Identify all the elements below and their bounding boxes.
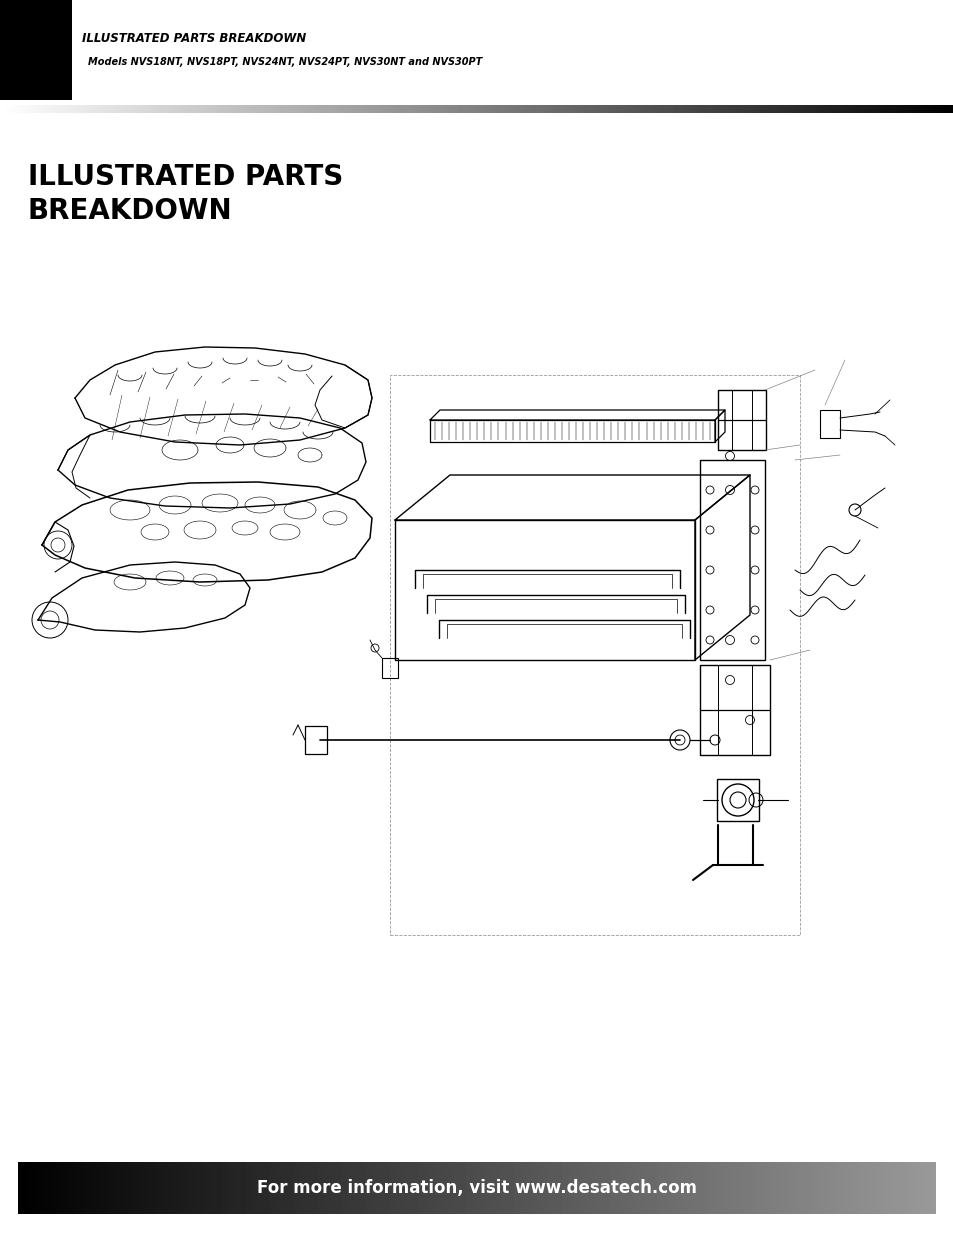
Text: For more information, visit www.desatech.com: For more information, visit www.desatech… [256,1179,697,1197]
Bar [700,664,769,755]
Bar [700,664,718,755]
Bar [0,0,71,100]
Text: BREAKDOWN: BREAKDOWN [28,198,233,225]
Bar [751,664,769,755]
Bar [751,390,765,450]
Text: ILLUSTRATED PARTS: ILLUSTRATED PARTS [28,163,343,191]
Bar [390,375,800,935]
Bar [820,410,840,438]
Bar [717,779,759,821]
Text: Models NVS18NT, NVS18PT, NVS24NT, NVS24PT, NVS30NT and NVS30PT: Models NVS18NT, NVS18PT, NVS24NT, NVS24P… [88,57,482,67]
Bar [305,726,327,755]
Bar [381,658,397,678]
Bar [718,390,765,450]
Bar [718,390,731,450]
Text: ILLUSTRATED PARTS BREAKDOWN: ILLUSTRATED PARTS BREAKDOWN [82,32,306,44]
Bar [700,459,764,659]
